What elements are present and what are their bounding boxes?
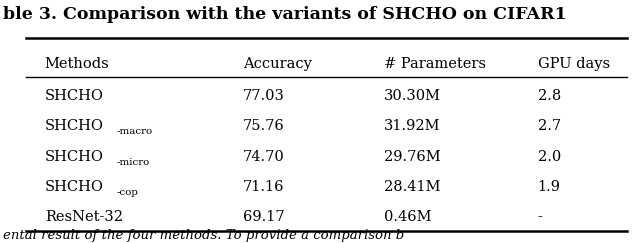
Text: 75.76: 75.76 [243, 119, 285, 133]
Text: 2.8: 2.8 [538, 89, 561, 103]
Text: Methods: Methods [45, 57, 109, 71]
Text: ble 3. Comparison with the variants of SHCHO on CIFAR1: ble 3. Comparison with the variants of S… [3, 6, 567, 23]
Text: ResNet-32: ResNet-32 [45, 210, 123, 225]
Text: -: - [538, 210, 543, 225]
Text: 30.30M: 30.30M [384, 89, 441, 103]
Text: 1.9: 1.9 [538, 180, 561, 194]
Text: -cop: -cop [116, 188, 138, 197]
Text: -micro: -micro [116, 157, 150, 167]
Text: 71.16: 71.16 [243, 180, 285, 194]
Text: SHCHO: SHCHO [45, 150, 104, 164]
Text: 74.70: 74.70 [243, 150, 285, 164]
Text: Accuracy: Accuracy [243, 57, 312, 71]
Text: 29.76M: 29.76M [384, 150, 440, 164]
Text: 2.7: 2.7 [538, 119, 561, 133]
Text: 77.03: 77.03 [243, 89, 285, 103]
Text: 28.41M: 28.41M [384, 180, 440, 194]
Text: SHCHO: SHCHO [45, 119, 104, 133]
Text: -macro: -macro [116, 127, 152, 136]
Text: SHCHO: SHCHO [45, 180, 104, 194]
Text: GPU days: GPU days [538, 57, 610, 71]
Text: SHCHO: SHCHO [45, 89, 104, 103]
Text: 69.17: 69.17 [243, 210, 285, 225]
Text: 31.92M: 31.92M [384, 119, 440, 133]
Text: ental result of the four methods. To provide a comparison b: ental result of the four methods. To pro… [3, 229, 404, 242]
Text: 0.46M: 0.46M [384, 210, 431, 225]
Text: 2.0: 2.0 [538, 150, 561, 164]
Text: # Parameters: # Parameters [384, 57, 486, 71]
